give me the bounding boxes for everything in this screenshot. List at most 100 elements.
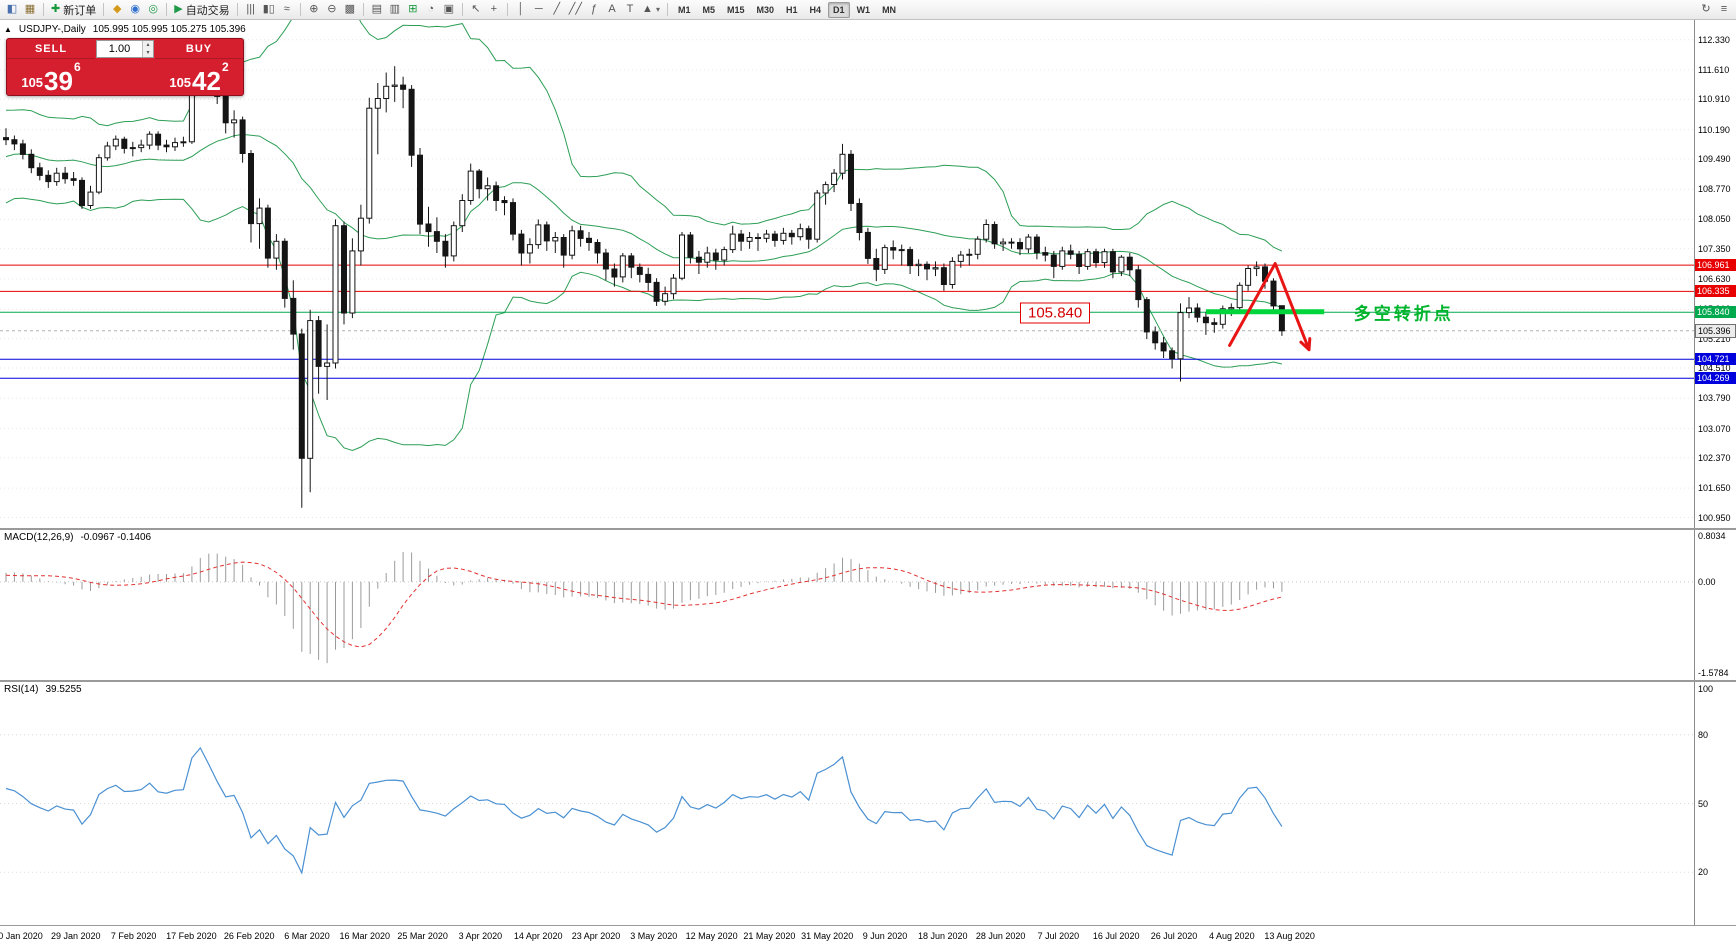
toolbar-menu-icon[interactable]: ≡ xyxy=(1715,1,1733,19)
price-annotation-box[interactable]: 105.840 xyxy=(1020,302,1091,324)
date-label: 31 May 2020 xyxy=(801,931,854,941)
resistance-line-2-label: 106.335 xyxy=(1695,285,1736,298)
refresh-icon[interactable]: ↻ xyxy=(1697,1,1715,19)
macd-canvas[interactable] xyxy=(0,530,1694,680)
volume-value[interactable]: 1.00 xyxy=(108,43,131,55)
date-label: 23 Apr 2020 xyxy=(571,931,621,941)
rsi-panel: RSI(14) 39.5255 100 80 50 20 xyxy=(0,682,1736,925)
auto-trading-button-icon: ▶ xyxy=(174,3,183,15)
auto-arrange-icon[interactable]: ▤ xyxy=(368,1,386,19)
new-chart-icon[interactable]: ◧ xyxy=(3,1,21,19)
price-tick: 102.370 xyxy=(1698,452,1731,463)
toolbar-separator xyxy=(461,3,463,16)
periods-icon[interactable]: ◔ xyxy=(422,1,440,19)
toolbar-separator xyxy=(103,3,105,16)
tf-mn[interactable]: MN xyxy=(882,4,897,15)
date-label: 28 Jun 2020 xyxy=(975,931,1026,941)
new-chart-icon: ◧ xyxy=(6,3,18,15)
chart-window: ▲ USDJPY-,Daily 105.995 105.995 105.275 … xyxy=(0,20,1736,950)
tf-h4[interactable]: H4 xyxy=(809,4,822,15)
time-axis[interactable]: 20 Jan 2020 29 Jan 2020 7 Feb 2020 17 Feb 2… xyxy=(0,925,1736,950)
profiles-icon[interactable]: ▦ xyxy=(21,1,39,19)
toolbar-separator xyxy=(666,3,668,16)
periods-icon: ◔ xyxy=(427,3,435,15)
macd-axis[interactable]: 0.8034 0.00 -1.5784 xyxy=(1694,530,1736,680)
label-icon[interactable]: T xyxy=(621,1,639,19)
sell-price-int: 105 xyxy=(21,75,44,90)
tf-m30[interactable]: M30 xyxy=(756,4,775,15)
text-icon: A xyxy=(608,3,616,15)
chart-shift-icon[interactable]: ▥ xyxy=(386,1,404,19)
crosshair-icon: + xyxy=(490,3,498,15)
zoom-in-icon[interactable]: ⊕ xyxy=(305,1,323,19)
indicators-icon[interactable]: ⊞ xyxy=(404,1,422,19)
line-chart-icon[interactable]: ≈ xyxy=(278,1,296,19)
market-watch-icon[interactable]: ◉ xyxy=(126,1,144,19)
date-label: 18 Jun 2020 xyxy=(918,931,968,941)
panel-divider[interactable] xyxy=(0,680,1736,682)
tf-w1[interactable]: W1 xyxy=(856,4,871,15)
tf-m1[interactable]: M1 xyxy=(677,4,691,15)
candle-chart-icon[interactable]: ▮▯ xyxy=(260,1,278,19)
macd-panel: MACD(12,26,9) -0.0967 -0.1406 0.8034 0.00… xyxy=(0,530,1736,680)
rsi-chart[interactable]: RSI(14) 39.5255 xyxy=(0,682,1694,925)
channel-icon[interactable]: ╱╱ xyxy=(566,1,585,19)
rsi-axis[interactable]: 100 80 50 20 xyxy=(1694,682,1736,925)
tf-m5[interactable]: M5 xyxy=(702,4,715,15)
bar-chart-icon: ||| xyxy=(246,3,255,15)
templates-icon: ▣ xyxy=(443,3,454,15)
zoom-out-icon[interactable]: ⊖ xyxy=(323,1,341,19)
one-click-collapse-icon[interactable]: ▲ xyxy=(4,25,12,34)
vertical-line-icon: │ xyxy=(517,3,525,15)
price-gridlines xyxy=(0,39,1694,518)
volume-up-button[interactable]: ▴ xyxy=(143,41,153,49)
shapes-icon[interactable]: ▲ ▾ xyxy=(639,1,663,19)
rsi-canvas[interactable] xyxy=(0,682,1694,925)
macd-chart[interactable]: MACD(12,26,9) -0.0967 -0.1406 xyxy=(0,530,1694,680)
horizontal-line-icon[interactable]: ─ xyxy=(530,1,548,19)
candle-chart-icon: ▮▯ xyxy=(262,3,275,15)
bar-chart-icon[interactable]: ||| xyxy=(242,1,260,19)
volume-down-button[interactable]: ▾ xyxy=(143,49,153,57)
sell-button-label[interactable]: SELL xyxy=(7,39,95,59)
panel-divider[interactable] xyxy=(0,528,1736,530)
tf-h1[interactable]: H1 xyxy=(786,4,798,15)
price-tick: 107.350 xyxy=(1698,243,1731,254)
toolbar-separator xyxy=(506,3,508,16)
buy-button-label[interactable]: BUY xyxy=(155,39,243,59)
date-label: 6 Mar 2020 xyxy=(284,931,330,941)
cursor-icon[interactable]: ↖ xyxy=(467,1,485,19)
macd-label: MACD(12,26,9) xyxy=(4,532,74,543)
auto-trading-button[interactable]: ▶ 自动交易 xyxy=(171,1,232,19)
sell-button[interactable]: 105 39 6 xyxy=(7,59,95,95)
toolbar-menu-icon: ≡ xyxy=(1720,3,1728,15)
zoom-in-icon: ⊕ xyxy=(309,3,319,15)
templates-icon[interactable]: ▣ xyxy=(440,1,458,19)
vertical-line-icon[interactable]: │ xyxy=(512,1,530,19)
main-chart[interactable]: ▲ USDJPY-,Daily 105.995 105.995 105.275 … xyxy=(0,20,1694,528)
trade-widget-filler xyxy=(95,59,155,95)
reversal-arrow-drawing[interactable] xyxy=(1228,262,1311,352)
macd-signal-line xyxy=(5,561,1283,648)
new-order-button[interactable]: ✚ 新订单 xyxy=(48,1,99,19)
fibonacci-icon[interactable]: ƒ xyxy=(585,1,603,19)
date-label: 17 Feb 2020 xyxy=(166,931,217,941)
text-icon[interactable]: A xyxy=(603,1,621,19)
buy-button[interactable]: 105 42 2 xyxy=(155,59,243,95)
tf-d1[interactable]: D1 xyxy=(828,1,850,18)
turning-point-annotation[interactable]: 多空转折点 xyxy=(1353,304,1454,324)
price-axis[interactable]: 112.330 111.610 110.910 110.190 109.490 108.7… xyxy=(1694,20,1736,528)
sell-price-main: 39 xyxy=(44,65,73,96)
macd-tick: -1.5784 xyxy=(1698,667,1729,678)
tile-windows-icon[interactable]: ▩ xyxy=(341,1,359,19)
crosshair-icon[interactable]: + xyxy=(485,1,503,19)
tf-m15[interactable]: M15 xyxy=(726,4,745,15)
main-chart-canvas[interactable] xyxy=(0,20,1694,528)
navigator-icon[interactable]: ◎ xyxy=(144,1,162,19)
rsi-tick: 100 xyxy=(1698,683,1714,694)
volume-stepper[interactable]: 1.00 ▴ ▾ xyxy=(96,40,154,58)
arrowhead-icon xyxy=(1299,340,1311,352)
data-window-icon[interactable]: ◆ xyxy=(108,1,126,19)
trendline-icon[interactable]: ╱ xyxy=(548,1,566,19)
sell-price-pip: 6 xyxy=(73,60,81,74)
